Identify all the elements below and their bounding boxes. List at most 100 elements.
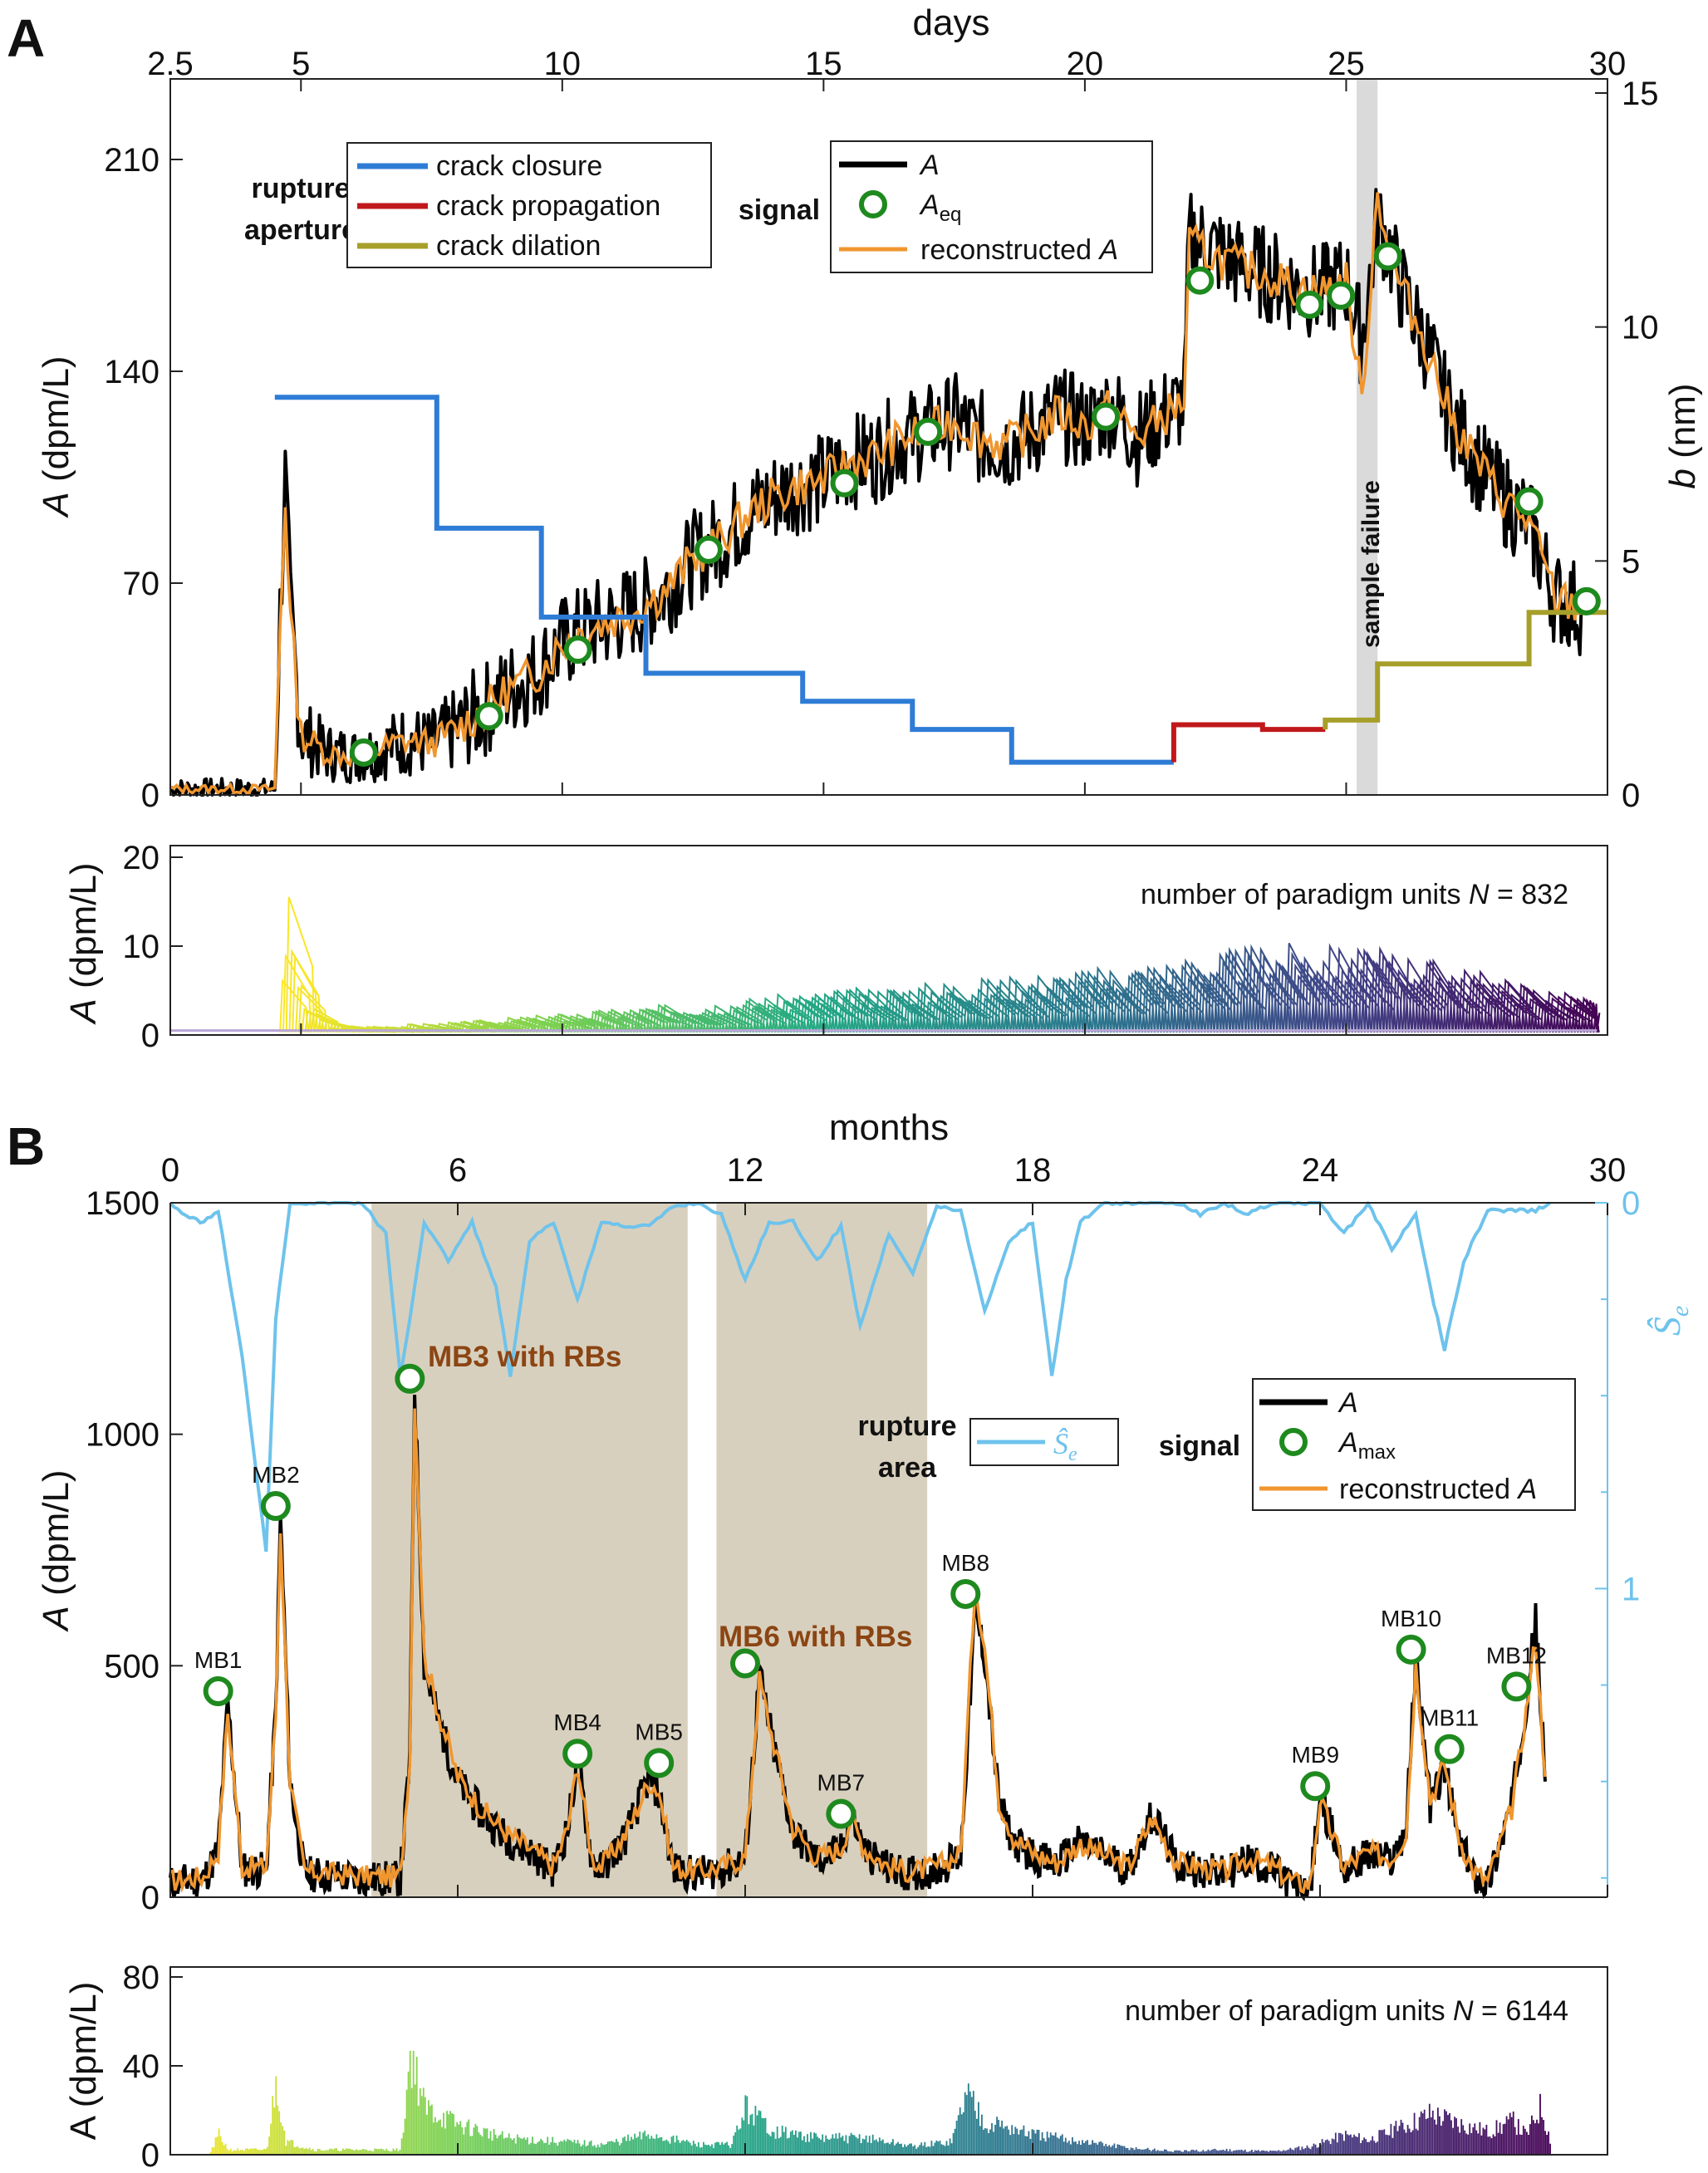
paradigm-unit-b (636, 2137, 637, 2155)
aeq-marker (1092, 402, 1121, 431)
paradigm-unit-b (1080, 2145, 1082, 2155)
paradigm-unit-b (424, 2097, 426, 2155)
b-left-tick-label: 500 (104, 1648, 160, 1685)
paradigm-unit-b (1082, 2140, 1083, 2155)
paradigm-unit-b (660, 2137, 663, 2155)
paradigm-unit-b (438, 2120, 439, 2155)
paradigm-unit-b (267, 2146, 268, 2155)
sub-a-tick-label: 20 (123, 840, 160, 876)
paradigm-unit-b (436, 2122, 438, 2155)
paradigm-unit-a (1499, 989, 1529, 1033)
paradigm-unit-b (947, 2145, 950, 2155)
right-tick-label: 15 (1622, 76, 1659, 112)
paradigm-unit-a (774, 993, 804, 1033)
amax-marker (203, 1675, 233, 1706)
b-right-tick-label: 0 (1622, 1185, 1640, 1222)
paradigm-unit-b (484, 2128, 487, 2155)
paradigm-unit-b (303, 2149, 306, 2155)
paradigm-unit-b (1281, 2151, 1283, 2155)
paradigm-unit-b (272, 2096, 274, 2155)
paradigm-unit-b (950, 2143, 953, 2155)
paradigm-unit-b (833, 2138, 836, 2155)
paradigm-unit-b (761, 2117, 763, 2155)
paradigm-unit-b (1539, 2093, 1541, 2155)
paradigm-unit-b (817, 2136, 818, 2155)
paradigm-unit-b (367, 2151, 370, 2155)
paradigm-unit-b (1028, 2131, 1030, 2155)
mb-label: MB1 (194, 1647, 243, 1673)
paradigm-unit-b (856, 2138, 859, 2155)
paradigm-unit-b (949, 2138, 951, 2155)
paradigm-unit-b (384, 2150, 386, 2155)
paradigm-unit-b (1442, 2121, 1444, 2155)
paradigm-unit-b (889, 2144, 891, 2155)
paradigm-unit-b (578, 2143, 581, 2155)
paradigm-unit-b (743, 2120, 745, 2155)
paradigm-unit-b (458, 2124, 460, 2155)
paradigm-unit-b (573, 2140, 576, 2155)
paradigm-unit-b (1495, 2120, 1498, 2155)
panel-a-sub-frame (169, 845, 1608, 1036)
paradigm-unit-b (1465, 2133, 1468, 2155)
paradigm-unit-b (1279, 2151, 1282, 2155)
paradigm-unit-b (1507, 2119, 1509, 2155)
paradigm-unit-b (601, 2144, 604, 2155)
mb-label: MB7 (817, 1770, 866, 1796)
paradigm-unit-b (910, 2143, 912, 2155)
panel-b-sub-frame (169, 1966, 1608, 2156)
paradigm-unit-b (713, 2147, 714, 2155)
paradigm-unit-a (1326, 943, 1357, 1033)
legend-signal-a: signal A Aeq reconstructed A (739, 140, 1153, 273)
panel-a-ticks: 2.5 5 10 15 20 25 30 0 70 140 210 0 5 10 15 (104, 46, 1658, 814)
paradigm-unit-b (1128, 2150, 1131, 2155)
paradigm-unit-b (899, 2144, 901, 2155)
paradigm-unit-b (675, 2135, 678, 2155)
b-top-tick-label: 12 (727, 1152, 764, 1189)
paradigm-unit-b (545, 2142, 547, 2155)
paradigm-unit-b (1426, 2117, 1429, 2155)
paradigm-unit-b (1219, 2150, 1221, 2155)
paradigm-unit-b (420, 2096, 423, 2155)
paradigm-unit-b (568, 2140, 571, 2155)
paradigm-unit-b (461, 2126, 464, 2155)
paradigm-unit-b (333, 2148, 336, 2155)
paradigm-unit-b (211, 2147, 214, 2155)
paradigm-unit-b (496, 2138, 498, 2155)
amax-marker (395, 1363, 425, 1394)
paradigm-unit-b (626, 2141, 627, 2155)
top-tick-label: 20 (1067, 46, 1104, 82)
paradigm-unit-b (1331, 2138, 1333, 2155)
amax-marker (950, 1578, 981, 1609)
paradigm-unit-b (590, 2140, 592, 2155)
paradigm-unit-a (1389, 952, 1419, 1033)
paradigm-unit-b (1245, 2151, 1248, 2155)
paradigm-unit-b (1092, 2140, 1093, 2155)
paradigm-unit-b (516, 2134, 518, 2155)
paradigm-unit-b (1457, 2126, 1459, 2155)
paradigm-unit-b (902, 2146, 904, 2155)
paradigm-unit-b (1041, 2131, 1043, 2155)
paradigm-unit-b (1167, 2151, 1169, 2155)
paradigm-unit-b (1061, 2134, 1063, 2155)
paradigm-unit-b (1029, 2139, 1032, 2155)
paradigm-unit-b (1469, 2123, 1471, 2155)
paradigm-unit-b (587, 2145, 589, 2155)
paradigm-unit-b (1415, 2128, 1417, 2155)
amax-marker (1396, 1634, 1426, 1665)
paradigm-unit-b (565, 2141, 567, 2155)
paradigm-unit-b (1445, 2111, 1447, 2155)
paradigm-unit-b (1097, 2144, 1099, 2155)
paradigm-unit-b (739, 2128, 742, 2155)
paradigm-unit-b (600, 2142, 602, 2155)
paradigm-unit-b (969, 2091, 971, 2155)
paradigm-unit-b (1189, 2151, 1191, 2155)
paradigm-unit-b (1138, 2149, 1141, 2155)
paradigm-unit-b (694, 2143, 696, 2155)
paradigm-unit-b (723, 2144, 724, 2155)
paradigm-unit-b (619, 2145, 621, 2155)
paradigm-unit-b (425, 2114, 428, 2155)
paradigm-unit-b (756, 2115, 758, 2155)
paradigm-unit-b (758, 2110, 760, 2155)
paradigm-unit-b (1441, 2125, 1442, 2155)
paradigm-unit-b (768, 2134, 770, 2155)
